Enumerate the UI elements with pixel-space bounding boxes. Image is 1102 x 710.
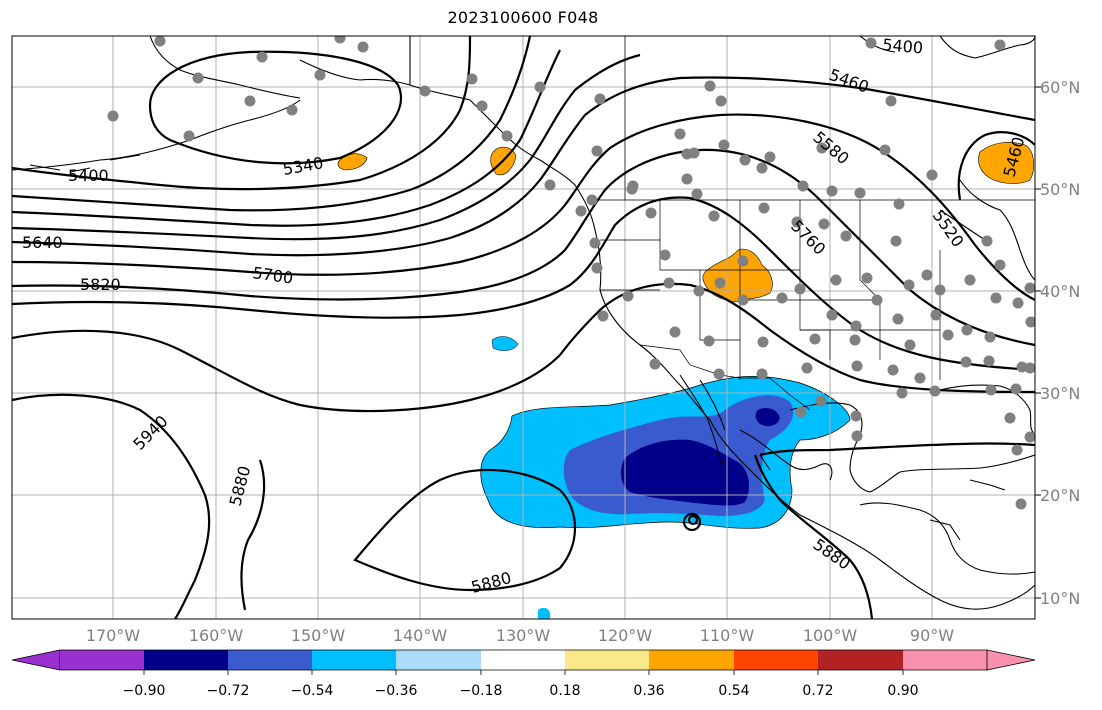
contour-5580 bbox=[12, 53, 641, 241]
contour-label: 5640 bbox=[22, 233, 63, 252]
lon-label: 130°W bbox=[496, 626, 551, 645]
colorbar-segment bbox=[396, 650, 481, 670]
contour-5940 bbox=[12, 393, 211, 619]
colorbar-segment bbox=[734, 650, 818, 670]
lat-label: 60°N bbox=[1040, 78, 1080, 97]
colorbar-tick-label: 0.54 bbox=[718, 683, 749, 699]
colorbar: −0.90 −0.72 −0.54 −0.36 −0.18 0.18 0.36 … bbox=[11, 649, 1036, 699]
contour-label: 5880 bbox=[226, 464, 255, 508]
height-contours bbox=[12, 36, 1035, 619]
colorbar-segment bbox=[818, 650, 903, 670]
colorbar-segment bbox=[60, 650, 144, 670]
lon-label: 120°W bbox=[598, 626, 653, 645]
colorbar-tick-label: −0.18 bbox=[460, 683, 503, 699]
contour-label: 5880 bbox=[810, 535, 854, 574]
contour-5760 bbox=[12, 148, 1035, 347]
colorbar-tick-label: 0.90 bbox=[887, 683, 918, 699]
lon-label: 140°W bbox=[393, 626, 448, 645]
political-borders bbox=[590, 36, 1035, 411]
lat-label: 40°N bbox=[1040, 282, 1080, 301]
lat-label: 20°N bbox=[1040, 486, 1080, 505]
deep-blue-region bbox=[620, 439, 750, 506]
colorbar-segment bbox=[903, 650, 987, 670]
orange-region-utah bbox=[702, 248, 773, 303]
colorbar-segment bbox=[565, 650, 649, 670]
lat-label: 10°N bbox=[1040, 589, 1080, 608]
contour-5880-south bbox=[353, 468, 577, 592]
colorbar-tick-label: 0.72 bbox=[802, 683, 833, 699]
colorbar-tick-label: −0.54 bbox=[291, 683, 334, 699]
contour-label: 5820 bbox=[80, 275, 121, 294]
colorbar-segment bbox=[144, 650, 228, 670]
lon-label: 90°W bbox=[910, 626, 954, 645]
colorbar-segment bbox=[481, 650, 565, 670]
longitude-labels: 170°W 160°W 150°W 140°W 130°W 120°W 110°… bbox=[86, 626, 954, 645]
contour-5880-north bbox=[12, 282, 1035, 413]
contour-label: 5700 bbox=[251, 263, 294, 287]
contour-label: 5880 bbox=[469, 568, 513, 597]
graticule bbox=[12, 36, 1035, 619]
contour-label: 5400 bbox=[68, 166, 109, 185]
contour-5400 bbox=[12, 36, 472, 191]
contour-5820 bbox=[12, 196, 1035, 372]
lon-label: 160°W bbox=[189, 626, 244, 645]
orange-region-west bbox=[337, 153, 368, 171]
lon-label: 100°W bbox=[803, 626, 858, 645]
lon-label: 170°W bbox=[86, 626, 141, 645]
contour-5340 bbox=[148, 50, 403, 165]
shaded-anomaly-fields bbox=[337, 142, 1034, 619]
colorbar-tick-label: −0.36 bbox=[375, 683, 418, 699]
map-frame bbox=[11, 35, 1036, 620]
contour-5460 bbox=[12, 36, 532, 212]
contour-5880-east bbox=[753, 454, 874, 619]
colorbar-segment bbox=[649, 650, 734, 670]
colorbar-segment bbox=[312, 650, 396, 670]
lat-label: 50°N bbox=[1040, 180, 1080, 199]
contour-5880-west bbox=[240, 459, 266, 611]
colorbar-tick-label: 0.36 bbox=[633, 683, 664, 699]
orange-region-east bbox=[978, 142, 1034, 184]
colorbar-extend-min bbox=[11, 649, 61, 671]
contour-label: 5460 bbox=[827, 65, 872, 97]
lat-label: 30°N bbox=[1040, 384, 1080, 403]
lon-label: 110°W bbox=[700, 626, 755, 645]
colorbar-segment bbox=[228, 650, 312, 670]
colorbar-tick-label: 0.18 bbox=[549, 683, 580, 699]
contour-5640 bbox=[12, 76, 1035, 257]
contour-5520 bbox=[12, 49, 561, 227]
contour-label: 5400 bbox=[882, 35, 924, 57]
colorbar-tick-label: −0.90 bbox=[123, 683, 166, 699]
map-content: 5400 5340 5640 5820 5700 5940 5880 5880 … bbox=[12, 35, 1035, 619]
map-title: 2023100600 F048 bbox=[447, 8, 599, 27]
latitude-labels: 60°N 50°N 40°N 30°N 20°N 10°N bbox=[1035, 78, 1080, 608]
station-dots bbox=[107, 36, 1035, 510]
contour-5700 bbox=[12, 113, 1035, 301]
colorbar-extend-max bbox=[986, 649, 1036, 671]
colorbar-tick-label: −0.72 bbox=[207, 683, 250, 699]
lon-label: 150°W bbox=[291, 626, 346, 645]
